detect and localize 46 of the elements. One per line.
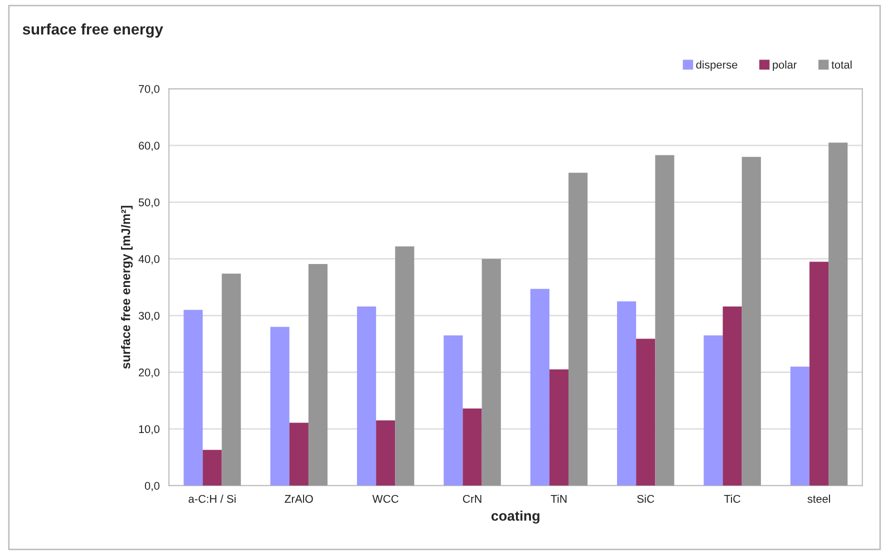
bar xyxy=(617,301,636,486)
bar xyxy=(357,306,376,486)
bar xyxy=(376,420,396,486)
bar xyxy=(308,264,328,486)
legend-label: disperse xyxy=(696,60,738,71)
bar xyxy=(568,172,588,486)
bar xyxy=(655,155,674,486)
x-tick-label: TiN xyxy=(550,494,566,503)
bar xyxy=(270,326,290,486)
y-tick-label: 40,0 xyxy=(138,255,160,264)
y-tick-label: 20,0 xyxy=(138,368,160,378)
bar xyxy=(289,422,308,486)
x-tick-label: SiC xyxy=(637,494,654,503)
bar xyxy=(742,156,761,486)
bar xyxy=(222,274,241,486)
y-tick-label: 70,0 xyxy=(138,85,160,94)
bar xyxy=(184,310,203,486)
bar xyxy=(704,335,723,486)
x-tick-label: TiC xyxy=(724,494,740,503)
bar xyxy=(202,450,222,486)
chart-title: surface free energy xyxy=(22,23,164,38)
y-tick-label: 0,0 xyxy=(144,482,160,492)
bar xyxy=(549,369,568,486)
x-tick-label: steel xyxy=(808,494,830,503)
y-tick-label: 10,0 xyxy=(139,425,160,434)
bar xyxy=(790,366,810,486)
legend-label: polar xyxy=(772,60,797,71)
x-tick-label: CrN xyxy=(462,494,482,503)
bar xyxy=(444,335,463,486)
bar xyxy=(482,258,501,486)
y-tick-label: 60,0 xyxy=(138,142,160,151)
bar xyxy=(395,246,414,486)
y-tick-label: 50,0 xyxy=(138,198,160,208)
legend-label: total xyxy=(832,60,852,69)
bar xyxy=(722,306,742,486)
y-axis-title: surface free energy [mJ/m²] xyxy=(120,206,133,369)
x-tick-label: a-C:H / Si xyxy=(188,494,236,503)
x-axis-title: coating xyxy=(491,510,540,524)
bar xyxy=(636,338,656,486)
bar xyxy=(828,142,848,486)
bar xyxy=(530,288,550,486)
y-tick-label: 30,0 xyxy=(138,312,160,322)
x-tick-label: ZrAlO xyxy=(284,494,313,503)
bar xyxy=(809,262,829,486)
x-tick-label: WCC xyxy=(372,494,398,503)
bar xyxy=(462,408,482,486)
